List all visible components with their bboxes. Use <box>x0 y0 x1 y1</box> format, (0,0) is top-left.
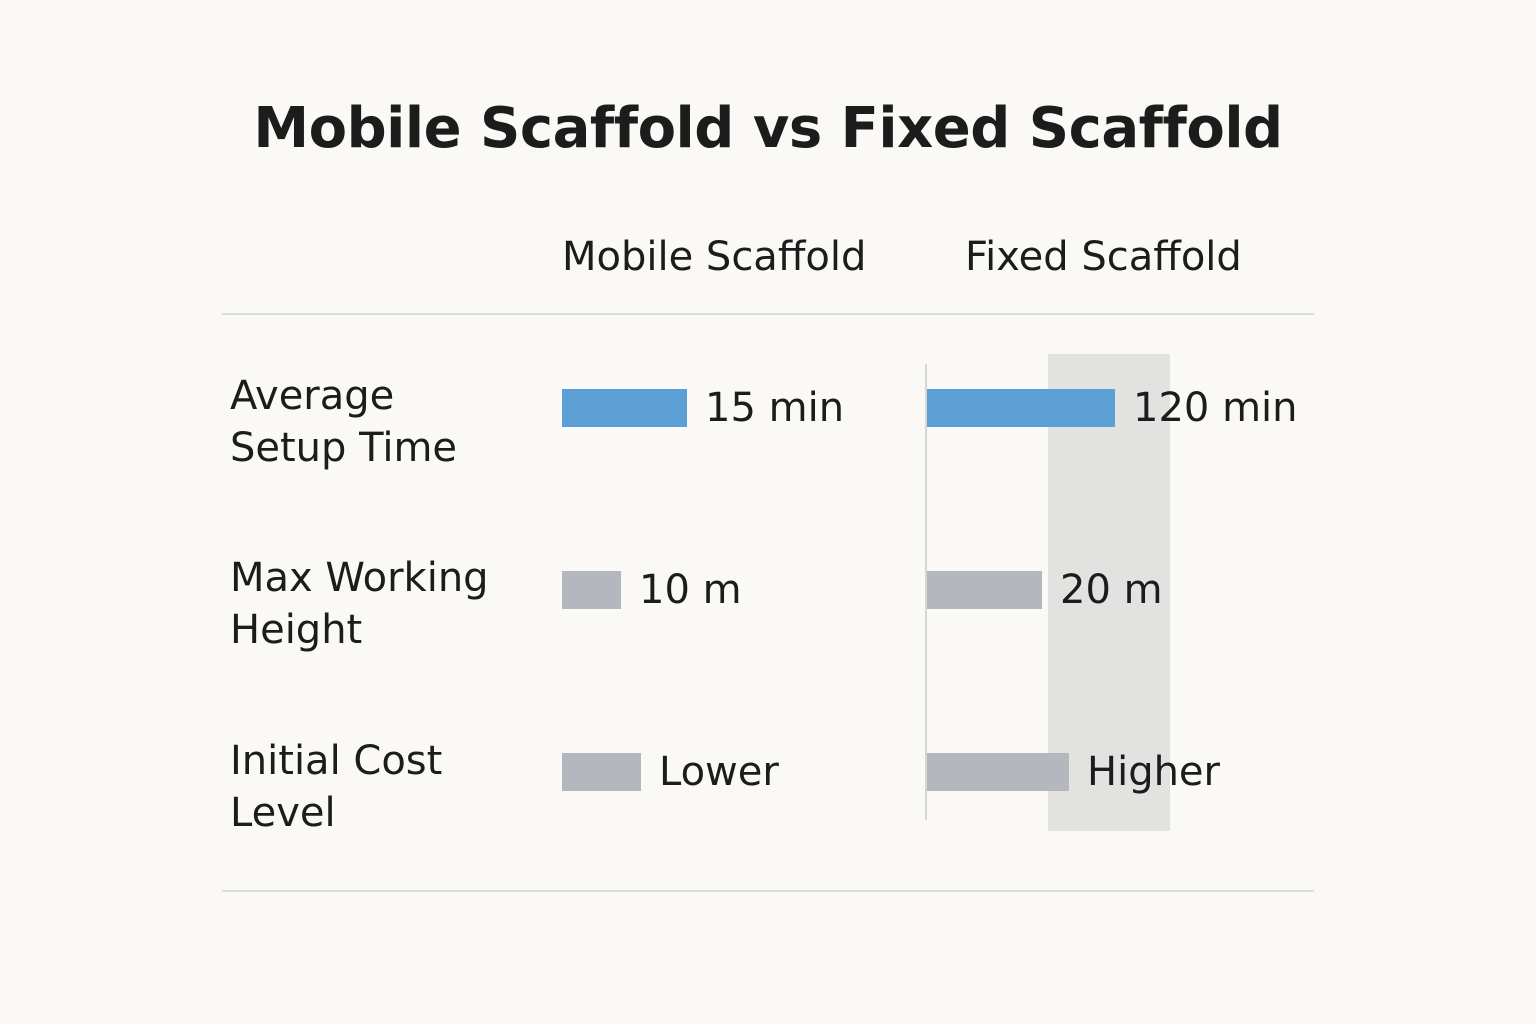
bar-initial-cost-mobile <box>562 753 641 791</box>
row-label-setup-time: Average Setup Time <box>230 370 530 474</box>
value-label-setup-time-fixed: 120 min <box>1133 385 1298 431</box>
row-label-line: Average <box>230 373 395 419</box>
row-label-initial-cost: Initial Cost Level <box>230 735 530 839</box>
chart-title: Mobile Scaffold vs Fixed Scaffold <box>253 96 1283 161</box>
value-label-working-height-fixed: 20 m <box>1060 567 1163 613</box>
value-label-working-height-mobile: 10 m <box>639 567 742 613</box>
bar-working-height-fixed <box>927 571 1042 609</box>
value-label-initial-cost-mobile: Lower <box>659 749 779 795</box>
row-label-line: Initial Cost <box>230 738 443 784</box>
row-label-line: Max Working <box>230 555 489 601</box>
header-rule <box>222 313 1314 315</box>
bar-initial-cost-fixed <box>927 753 1069 791</box>
bar-setup-time-mobile <box>562 389 687 427</box>
row-label-line: Height <box>230 607 363 653</box>
row-label-line: Level <box>230 790 336 836</box>
row-label-working-height: Max Working Height <box>230 552 530 656</box>
column-header-mobile: Mobile Scaffold <box>562 234 867 280</box>
fixed-column-highlight <box>1048 354 1170 831</box>
footer-rule <box>222 890 1314 892</box>
row-label-line: Setup Time <box>230 425 458 471</box>
column-divider <box>925 364 927 820</box>
column-header-fixed: Fixed Scaffold <box>965 234 1242 280</box>
bar-setup-time-fixed <box>927 389 1115 427</box>
value-label-initial-cost-fixed: Higher <box>1087 749 1220 795</box>
value-label-setup-time-mobile: 15 min <box>705 385 845 431</box>
bar-working-height-mobile <box>562 571 621 609</box>
